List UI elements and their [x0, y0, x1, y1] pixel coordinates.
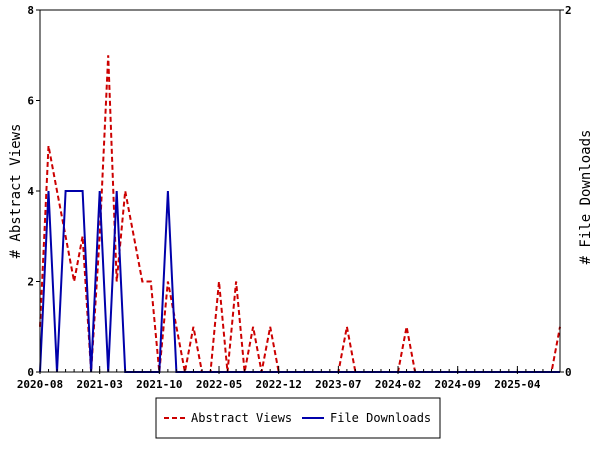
plot-lines: [39, 55, 561, 373]
y-left-tick-label: 4: [27, 185, 34, 198]
x-tick-label: 2024-09: [435, 378, 481, 391]
x-tick-label: 2025-04: [494, 378, 541, 391]
y-left-tick-label: 6: [27, 95, 34, 108]
x-tick-label: 2020-08: [17, 378, 63, 391]
y-left-tick-label: 0: [27, 366, 34, 379]
legend-label-abstract-views: Abstract Views: [191, 411, 292, 425]
x-tick-label: 2023-07: [315, 378, 361, 391]
x-tick-label: 2024-02: [375, 378, 421, 391]
legend-box: [155, 397, 441, 439]
x-tick-label: 2022-12: [256, 378, 302, 391]
series-line-file-downloads: [39, 190, 560, 373]
right-axis-title: # File Downloads: [578, 130, 594, 265]
plot-area-frame: [39, 9, 561, 373]
y-left-tick-label: 2: [27, 276, 34, 289]
y-right-tick-label: 0: [565, 366, 572, 379]
left-axis-title: # Abstract Views: [8, 124, 24, 259]
axis-ticks: 0 2 4 6 8 0 2 2020-08 2021-03 2021-10 2022-05 2022-…: [17, 4, 572, 391]
legend-label-file-downloads: File Downloads: [330, 411, 431, 425]
x-tick-label: 2022-05: [196, 378, 242, 391]
legend: Abstract Views File Downloads: [155, 397, 441, 439]
y-left-tick-label: 8: [27, 4, 34, 17]
y-right-tick-label: 2: [565, 4, 572, 17]
x-tick-label: 2021-03: [76, 378, 122, 391]
x-tick-label: 2021-10: [136, 378, 182, 391]
